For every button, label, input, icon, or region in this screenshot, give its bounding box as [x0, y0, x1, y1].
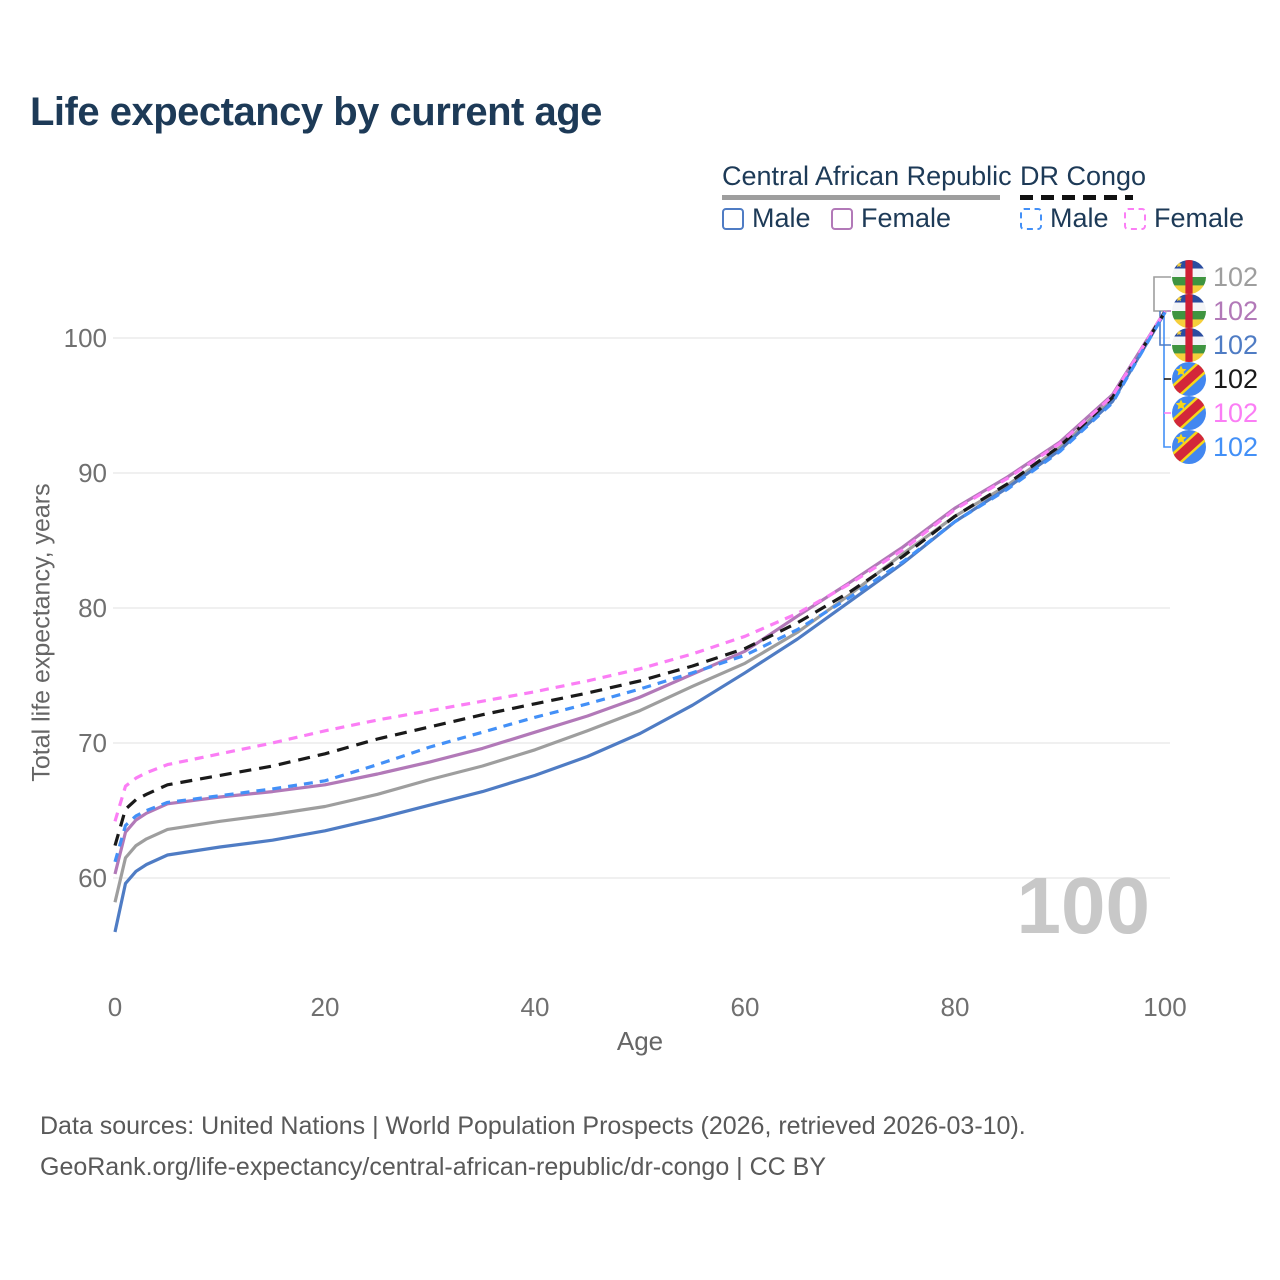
y-tick-label: 70 [78, 728, 107, 758]
end-label-value: 102 [1213, 363, 1259, 394]
footer-url-license: GeoRank.org/life-expectancy/central-afri… [40, 1152, 827, 1181]
age-counter-watermark: 100 [1016, 861, 1150, 950]
legend-group-underline [1020, 195, 1133, 200]
central-african-republic-flag-icon [1172, 328, 1206, 362]
series-end-label: 102 [1172, 362, 1258, 396]
series-end-label: 102 [1172, 328, 1258, 362]
end-label-value: 102 [1213, 431, 1259, 462]
dr-congo-flag-icon [1172, 396, 1206, 430]
footer-data-sources: Data sources: United Nations | World Pop… [40, 1112, 1026, 1140]
dr-congo-flag-icon [1172, 430, 1206, 464]
series-end-label: 102 [1172, 430, 1258, 464]
x-tick-label: 60 [730, 992, 760, 1022]
central-african-republic-flag-icon [1172, 294, 1206, 328]
x-tick-label: 20 [310, 992, 340, 1022]
legend-group-title: DR Congo [1020, 161, 1147, 191]
end-label-connector [1163, 311, 1171, 448]
dr-congo-flag-icon [1172, 362, 1206, 396]
legend-item-dr-congo-male[interactable]: Male [1020, 203, 1109, 234]
series-line-central-african-republic-male[interactable] [113, 311, 1167, 933]
end-label-connector [1153, 276, 1171, 312]
footer-attribution: Data sources: United Nations | World Pop… [40, 1106, 1160, 1187]
end-label-value: 102 [1213, 295, 1259, 326]
y-tick-label: 90 [78, 458, 107, 488]
end-label-value: 102 [1213, 397, 1259, 428]
series-line-dr-congo-male[interactable] [113, 311, 1167, 863]
legend-swatch [831, 207, 853, 230]
x-tick-label: 40 [520, 992, 550, 1022]
y-tick-label: 80 [78, 593, 107, 623]
series-end-label: 102 [1172, 260, 1258, 294]
x-tick-label: 0 [107, 992, 123, 1022]
y-tick-label: 100 [63, 323, 107, 353]
legend-item-dr-congo-female[interactable]: Female [1124, 203, 1244, 234]
legend-item-central-african-republic-female[interactable]: Female [831, 203, 951, 234]
legend-item-label: Male [1050, 203, 1109, 233]
series-line-dr-congo-all[interactable] [113, 310, 1167, 847]
x-tick-label: 100 [1143, 992, 1187, 1022]
legend-item-label: Female [1154, 203, 1245, 233]
end-label-value: 102 [1213, 261, 1259, 292]
legend-group-underline [722, 195, 1000, 200]
series-line-dr-congo-female[interactable] [113, 310, 1167, 822]
x-tick-label: 80 [940, 992, 970, 1022]
y-tick-label: 60 [78, 863, 107, 893]
legend-swatch [1020, 207, 1042, 230]
series-end-label: 102 [1172, 294, 1258, 328]
central-african-republic-flag-icon [1172, 260, 1206, 294]
series-line-central-african-republic-all[interactable] [113, 310, 1167, 903]
legend-item-label: Male [752, 203, 811, 233]
series-end-label: 102 [1172, 396, 1258, 430]
end-label-value: 102 [1213, 329, 1259, 360]
chart-title: Life expectancy by current age [30, 90, 602, 134]
legend-swatch [722, 207, 744, 230]
legend-item-label: Female [861, 203, 952, 233]
legend-group-title: Central African Republic [722, 161, 1012, 191]
legend-swatch [1124, 207, 1146, 230]
legend-item-central-african-republic-male[interactable]: Male [722, 203, 811, 234]
x-axis-title: Age [616, 1026, 664, 1056]
